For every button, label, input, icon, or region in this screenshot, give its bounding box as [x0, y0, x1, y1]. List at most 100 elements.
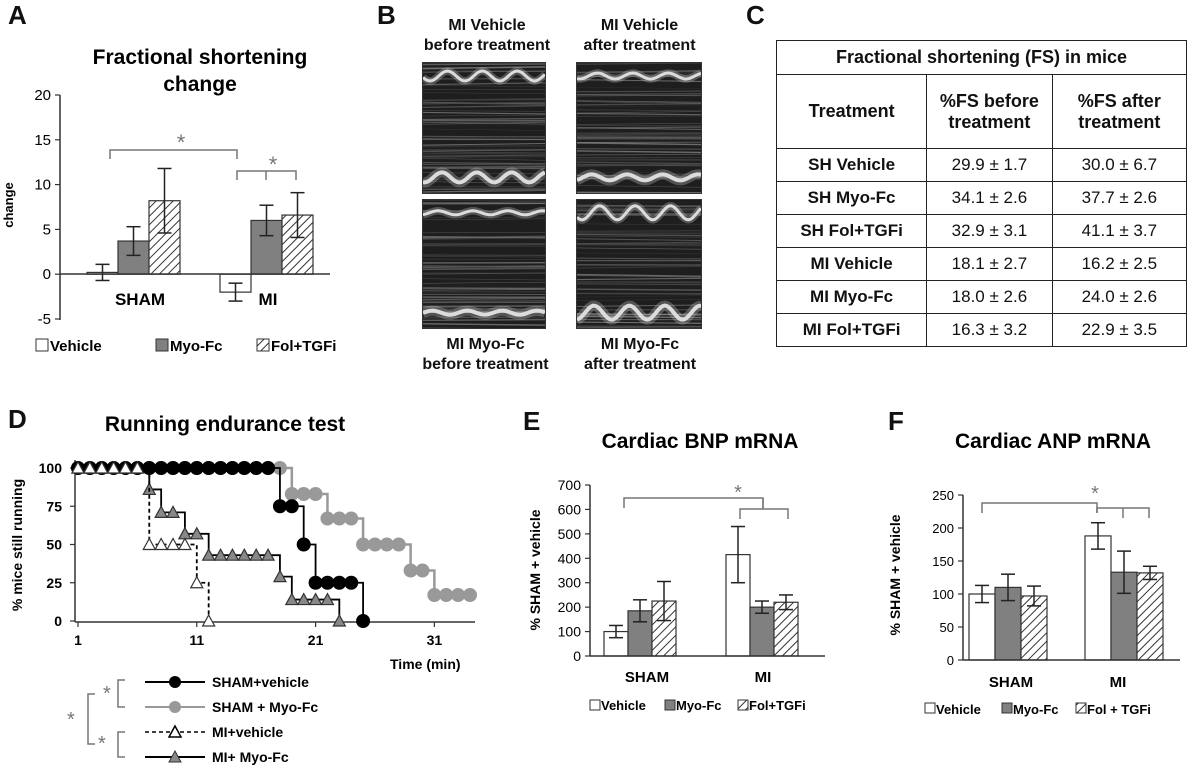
panel-letter-c: C [746, 0, 765, 30]
legend-label-mi-myofc: MI+ Myo-Fc [212, 749, 289, 765]
chart-title: Running endurance test [105, 413, 345, 436]
table-header-before: %FS before treatment [926, 74, 1053, 149]
sig-bracket-mi [117, 731, 125, 758]
point-sham-vehicle [237, 461, 252, 475]
x-axis-label: Time (min) [390, 656, 461, 672]
legend-swatch-foltgfi [737, 699, 749, 711]
y-tick-label: 75 [46, 498, 62, 514]
point-mi-myo-fc [284, 592, 299, 606]
point-sham-vehicle [332, 575, 347, 590]
point-mi-vehicle [166, 537, 181, 551]
panel-letter-b: B [377, 0, 396, 30]
bar-vehicle-sham [968, 593, 996, 661]
group-label-mi: MI [755, 669, 772, 686]
x-tick-label: 11 [189, 632, 204, 648]
sig-bracket [981, 502, 1098, 513]
y-tick-label: 5 [43, 221, 51, 238]
point-mi-myo-fc [332, 613, 347, 627]
point-sham-vehicle [261, 461, 276, 475]
legend-label-mi-vehicle: MI+vehicle [212, 724, 283, 740]
legend-marker-mi-vehicle [167, 724, 183, 738]
legend-swatch-myofc [664, 699, 676, 711]
panel-letter-d: D [8, 404, 27, 434]
point-mi-vehicle [130, 460, 145, 474]
x-tick-label: 31 [427, 632, 443, 648]
point-sham-vehicle [201, 461, 216, 475]
point-mi-myo-fc [189, 526, 204, 540]
y-tick-label: -5 [38, 311, 51, 328]
point-sham-myo-fc [439, 587, 454, 602]
point-mi-myo-fc [237, 547, 252, 561]
y-tick-label: 15 [34, 132, 51, 149]
legend-label-myofc: Myo-Fc [1013, 702, 1059, 717]
y-tick-label: 20 [34, 87, 51, 104]
sig-star-mi: * [98, 733, 106, 755]
y-tick-label: 50 [46, 537, 62, 553]
point-mi-myo-fc [320, 592, 335, 606]
point-sham-myo-fc [391, 537, 406, 552]
legend-label-vehicle: Vehicle [50, 338, 102, 355]
y-tick-label: 0 [43, 266, 51, 283]
point-sham-vehicle [154, 461, 169, 475]
y-tick-label: 0 [573, 648, 581, 664]
point-sham-vehicle [308, 575, 323, 590]
group-label-mi: MI [259, 290, 278, 309]
legend-label-foltgfi: Fol+TGFi [749, 698, 806, 713]
point-sham-myo-fc [356, 537, 371, 552]
table-row: MI Vehicle 18.1 ± 2.7 16.2 ± 2.5 [775, 247, 1188, 281]
y-tick-label: 10 [34, 177, 51, 194]
series-line-mi-vehicle [78, 467, 210, 621]
legend-label-myofc: Myo-Fc [676, 698, 722, 713]
bar-fol-tgfi-sham [148, 200, 181, 275]
caption-top-right: MI Vehicle after treatment [583, 17, 696, 54]
caption-bottom-right: MI Myo-Fc after treatment [583, 336, 697, 373]
point-sham-vehicle [177, 461, 192, 475]
point-sham-vehicle [166, 461, 181, 475]
y-tick-label: 250 [932, 488, 954, 503]
point-mi-myo-fc [213, 547, 228, 561]
point-mi-myo-fc [154, 505, 169, 518]
sig-bracket-sham [117, 679, 125, 708]
caption-top-left: MI Vehicle before treatment [423, 17, 551, 54]
point-sham-vehicle [189, 461, 204, 475]
legend-swatch-foltgfi [256, 338, 270, 352]
point-sham-vehicle [249, 461, 264, 475]
y-tick-label: 100 [558, 624, 582, 640]
running-endurance-chart: Running endurance test % mice still runn… [9, 413, 477, 765]
point-mi-vehicle [82, 460, 97, 474]
legend-swatch-myofc [155, 338, 169, 352]
point-mi-vehicle [106, 460, 121, 474]
y-tick-label: 100 [932, 587, 954, 602]
point-sham-myo-fc [320, 511, 335, 526]
table-row: MI Fol+TGFi 16.3 ± 3.2 22.9 ± 3.5 [775, 313, 1188, 347]
panel-letter-f: F [888, 406, 904, 436]
sig-bracket-outer [87, 693, 95, 745]
point-mi-myo-fc [308, 592, 323, 606]
chart-title: Cardiac BNP mRNA [602, 430, 799, 453]
legend-swatch-myofc [1001, 702, 1013, 714]
point-sham-myo-fc [403, 563, 418, 578]
bar-vehicle-mi [1084, 535, 1112, 661]
sig-star: * [734, 482, 742, 504]
point-mi-myo-fc [272, 569, 287, 583]
legend-label-foltgfi: Fol+TGFi [271, 338, 336, 355]
bnp-mrna-chart: Cardiac BNP mRNA % SHAM + vehicle 700 600… [527, 430, 825, 713]
y-tick-label: 100 [39, 460, 63, 476]
sig-star: * [1091, 483, 1099, 505]
fs-table: Fractional shortening (FS) in mice Treat… [775, 40, 1188, 347]
table-row: SH Myo-Fc 34.1 ± 2.6 37.7 ± 2.6 [775, 181, 1188, 215]
point-sham-myo-fc [451, 587, 466, 602]
echo-image-mi-vehicle-after [576, 62, 702, 194]
point-sham-myo-fc [296, 487, 311, 502]
sig-star-sham: * [103, 683, 111, 705]
point-mi-vehicle [94, 460, 109, 474]
point-mi-vehicle [154, 537, 169, 551]
point-sham-myo-fc [427, 587, 442, 602]
legend-marker-mi-myofc [168, 749, 182, 763]
bar-myo-fc-mi [749, 606, 775, 657]
point-sham-myo-fc [367, 537, 382, 552]
point-mi-myo-fc [225, 547, 240, 561]
sig-star-2: * [269, 152, 278, 177]
point-mi-vehicle [70, 460, 86, 474]
sig-star-outer: * [67, 709, 75, 731]
